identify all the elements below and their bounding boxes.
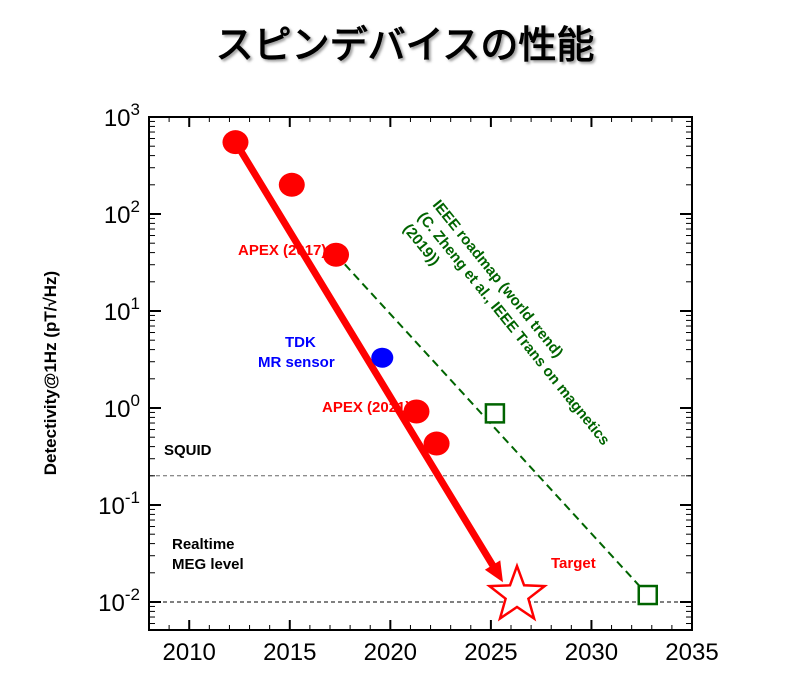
y-tick-label: 102	[104, 197, 140, 229]
data-point	[222, 130, 249, 155]
data-markers	[222, 130, 659, 622]
target-label: Target	[551, 555, 596, 572]
x-tick-label: 2020	[364, 639, 417, 666]
trend-lines	[231, 138, 649, 596]
y-tick-label: 100	[104, 391, 140, 423]
x-tick-label: 2025	[464, 639, 517, 666]
roadmap-point	[484, 403, 506, 424]
y-tick-label: 101	[104, 294, 140, 326]
y-tick-label: 10-1	[98, 488, 140, 520]
x-tick-label: 2010	[163, 639, 216, 666]
x-tick-label: 2030	[565, 639, 618, 666]
squid-label: SQUID	[164, 442, 212, 459]
x-tick-label: 2035	[665, 639, 718, 666]
trend-label-line-2: (C. Zheng et al., IEEE Trans on magnetic…	[414, 209, 613, 449]
y-tick-label: 10-2	[98, 585, 140, 617]
y-axis-label: Detectivity@1Hz (pT/√Hz)	[41, 271, 60, 475]
arrow-head	[484, 560, 503, 583]
data-point	[371, 347, 394, 368]
data-point	[403, 399, 430, 424]
axes: 2010 2015 2020 2025 2030 2035 10-2 10-1 100 101 10…	[98, 100, 719, 666]
data-point	[278, 172, 305, 197]
x-tick-label: 2015	[263, 639, 316, 666]
roadmap-trend-line	[335, 254, 649, 596]
trend-label-line-1: IEEE roadmap (world trend)	[429, 197, 567, 361]
target-star	[486, 562, 549, 622]
realtime-label: Realtime	[172, 536, 235, 553]
data-point	[323, 242, 350, 267]
roadmap-point	[637, 584, 659, 606]
meg-level-label: MEG level	[172, 556, 244, 573]
apex-2021-label: APEX (2021)	[322, 399, 410, 416]
chart-title: スピンデバイスの性能	[216, 23, 595, 67]
data-point	[423, 431, 450, 456]
apex-2017-label: APEX (2017)	[238, 242, 326, 259]
plot-frame	[148, 116, 693, 631]
tdk-label: TDK	[285, 334, 316, 351]
y-tick-label: 103	[104, 100, 140, 132]
mr-sensor-label: MR sensor	[258, 354, 335, 371]
apex-trend-line	[231, 138, 497, 569]
trend-label-group: IEEE roadmap (world trend) (C. Zheng et …	[399, 197, 613, 449]
